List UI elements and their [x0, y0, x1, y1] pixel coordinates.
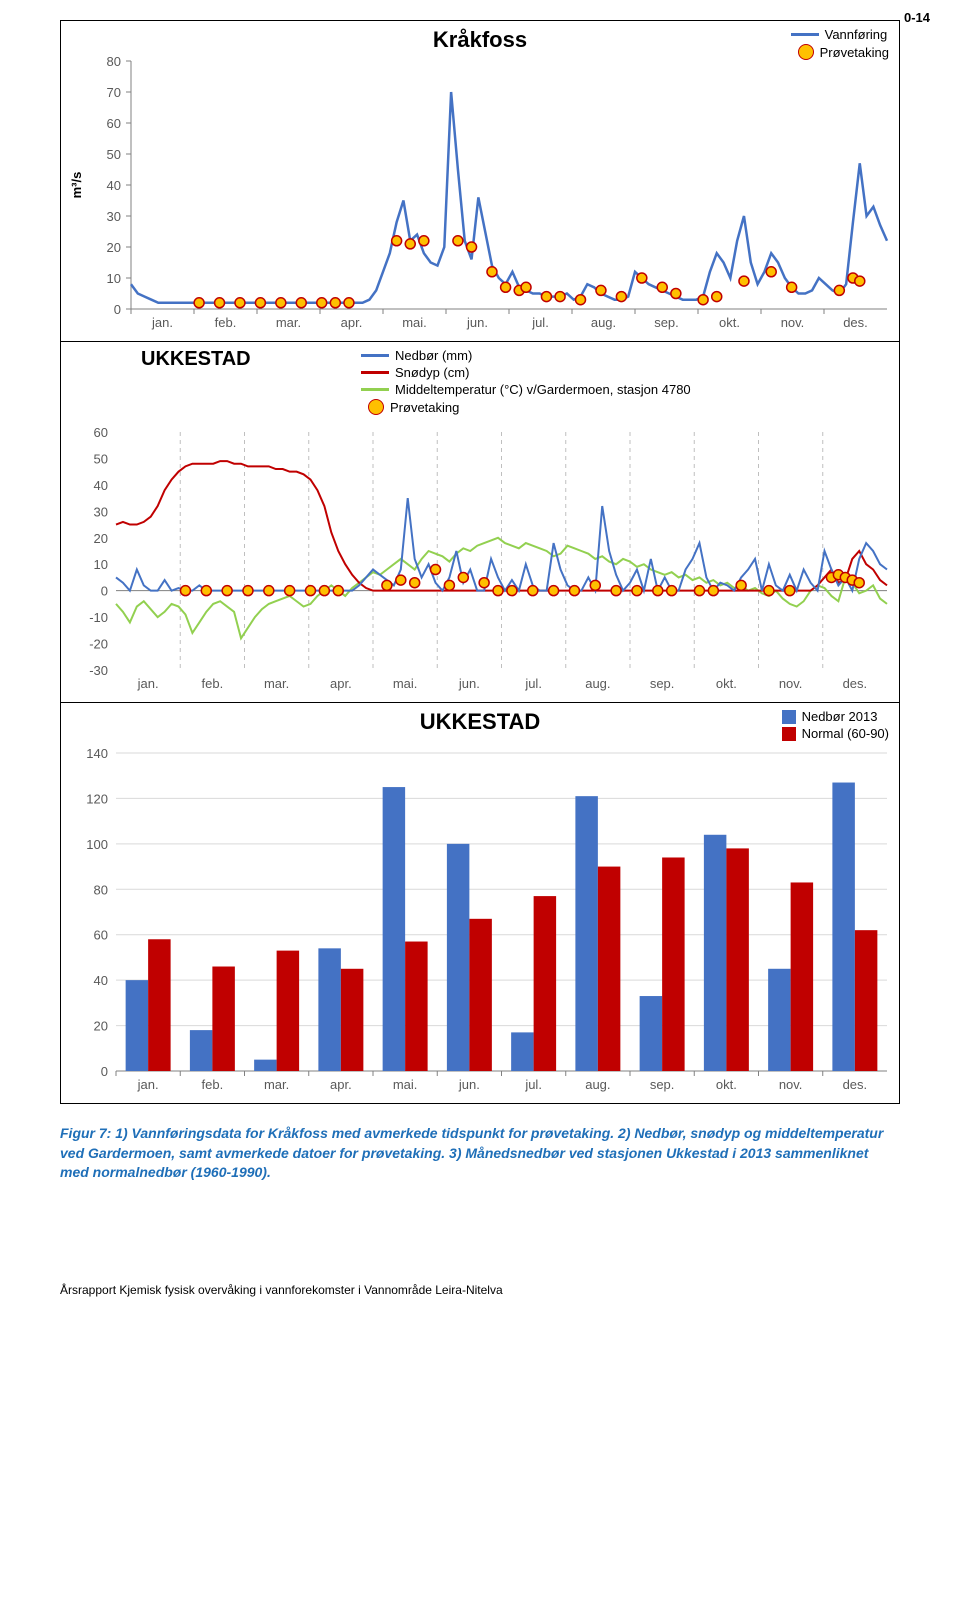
footer-text: Årsrapport Kjemisk fysisk overvåking i v…	[60, 1283, 900, 1297]
chart2-plot: -30 -20 -10 0 10 20 30 40 50 60 jan. feb. mar. apr. ma…	[61, 342, 897, 700]
svg-text:80: 80	[107, 54, 121, 69]
svg-text:40: 40	[94, 478, 108, 493]
svg-text:mai.: mai.	[393, 676, 418, 691]
svg-text:10: 10	[107, 271, 121, 286]
svg-text:mar.: mar.	[264, 1077, 289, 1092]
svg-text:okt.: okt.	[719, 315, 740, 330]
svg-text:jul.: jul.	[531, 315, 549, 330]
svg-text:10: 10	[94, 557, 108, 572]
svg-text:50: 50	[94, 451, 108, 466]
svg-text:jul.: jul.	[524, 676, 542, 691]
chart1-container: Kråkfoss Vannføring Prøvetaking 01020304…	[60, 20, 900, 342]
svg-text:feb.: feb.	[202, 1077, 224, 1092]
svg-text:sep.: sep.	[650, 1077, 675, 1092]
chart3-container: UKKESTAD Nedbør 2013 Normal (60-90) 0204…	[60, 703, 900, 1104]
svg-text:jan.: jan.	[137, 676, 159, 691]
svg-text:aug.: aug.	[585, 1077, 610, 1092]
svg-text:nov.: nov.	[781, 315, 805, 330]
svg-text:jun.: jun.	[458, 676, 480, 691]
svg-text:apr.: apr.	[330, 676, 352, 691]
svg-text:nov.: nov.	[779, 676, 803, 691]
svg-text:80: 80	[94, 882, 108, 897]
svg-text:mar.: mar.	[264, 676, 289, 691]
svg-text:feb.: feb.	[202, 676, 224, 691]
svg-text:jul.: jul.	[524, 1077, 542, 1092]
svg-text:des.: des.	[843, 676, 868, 691]
svg-text:140: 140	[86, 746, 108, 761]
figure-caption: Figur 7: 1) Vannføringsdata for Kråkfoss…	[60, 1124, 900, 1183]
svg-text:okt.: okt.	[716, 1077, 737, 1092]
svg-text:apr.: apr.	[330, 1077, 352, 1092]
svg-text:40: 40	[94, 973, 108, 988]
svg-text:feb.: feb.	[215, 315, 237, 330]
svg-text:120: 120	[86, 791, 108, 806]
svg-text:nov.: nov.	[779, 1077, 803, 1092]
svg-text:-30: -30	[89, 663, 108, 678]
svg-text:0: 0	[101, 1064, 108, 1079]
svg-text:30: 30	[94, 504, 108, 519]
svg-text:0: 0	[114, 302, 121, 317]
svg-text:40: 40	[107, 178, 121, 193]
svg-text:70: 70	[107, 85, 121, 100]
svg-text:jan.: jan.	[137, 1077, 159, 1092]
chart1-plot: 0 10 20 30 40 50 60 70 80 jan. feb. mar. apr. mai. jun…	[61, 21, 897, 339]
svg-text:60: 60	[94, 425, 108, 440]
chart2-container: UKKESTAD Nedbør (mm) Snødyp (cm) Middelt…	[60, 342, 900, 703]
svg-text:mai.: mai.	[402, 315, 427, 330]
svg-text:jan.: jan.	[151, 315, 173, 330]
svg-text:des.: des.	[843, 1077, 868, 1092]
svg-text:-20: -20	[89, 637, 108, 652]
svg-text:0: 0	[101, 584, 108, 599]
svg-text:okt.: okt.	[716, 676, 737, 691]
svg-text:apr.: apr.	[341, 315, 363, 330]
svg-text:60: 60	[94, 928, 108, 943]
svg-text:mai.: mai.	[393, 1077, 418, 1092]
svg-text:jun.: jun.	[458, 1077, 480, 1092]
svg-text:30: 30	[107, 209, 121, 224]
svg-text:-10: -10	[89, 610, 108, 625]
svg-text:jun.: jun.	[466, 315, 488, 330]
svg-text:20: 20	[94, 531, 108, 546]
svg-text:20: 20	[94, 1019, 108, 1034]
svg-text:mar.: mar.	[276, 315, 301, 330]
svg-text:des.: des.	[843, 315, 868, 330]
page-number: 0-14	[904, 10, 930, 25]
svg-text:m³/s: m³/s	[69, 172, 84, 199]
chart3-plot: 0 20 40 60 80 100 120 140 jan. feb. mar. apr. mai. ju…	[61, 703, 897, 1101]
svg-text:sep.: sep.	[654, 315, 679, 330]
svg-text:aug.: aug.	[585, 676, 610, 691]
svg-text:60: 60	[107, 116, 121, 131]
svg-text:50: 50	[107, 147, 121, 162]
svg-text:20: 20	[107, 240, 121, 255]
svg-text:sep.: sep.	[650, 676, 675, 691]
svg-text:100: 100	[86, 837, 108, 852]
svg-text:aug.: aug.	[591, 315, 616, 330]
